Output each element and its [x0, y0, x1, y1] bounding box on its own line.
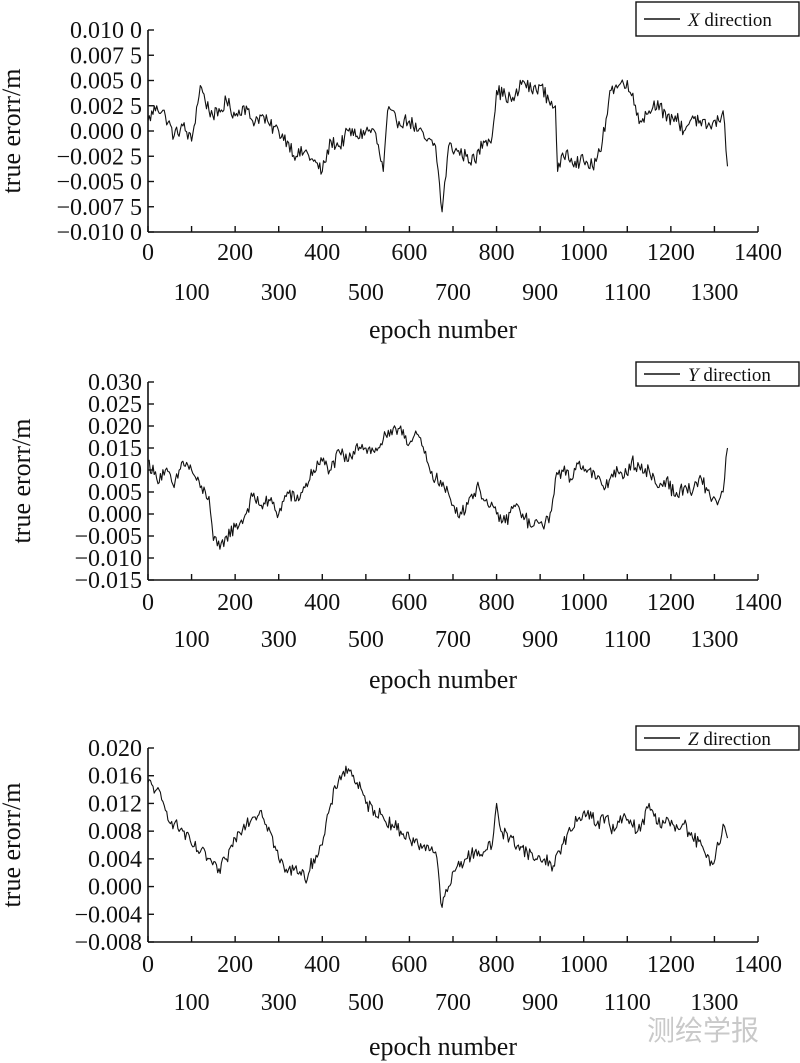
y-tick-label: 0.008	[88, 819, 142, 845]
x-tick-label: 300	[261, 280, 297, 306]
x-tick-label: 800	[479, 240, 515, 266]
x-tick-label: 700	[435, 627, 471, 653]
legend-suffix: direction	[699, 729, 772, 750]
x-tick-label: 500	[348, 990, 384, 1016]
x-tick-label: 100	[174, 280, 210, 306]
y-tick-label: 0.025	[88, 392, 142, 418]
x-tick-label: 1200	[647, 590, 695, 616]
x-tick-label: 900	[522, 280, 558, 306]
x-tick-label: 0	[142, 240, 154, 266]
y-axis-label: true erorr/m	[0, 69, 26, 194]
x-tick-label: 300	[261, 990, 297, 1016]
y-axis-label: true erorr/m	[7, 419, 36, 544]
y-tick-label: 0.000 0	[70, 119, 142, 145]
x-tick-label: 1400	[734, 590, 782, 616]
x-tick-label: 700	[435, 990, 471, 1016]
y-tick-label: 0.010	[88, 458, 142, 484]
legend-suffix: direction	[700, 10, 773, 31]
y-tick-label: 0.000	[88, 502, 142, 528]
y-tick-label: 0.004	[88, 847, 142, 873]
x-tick-label: 200	[217, 240, 253, 266]
x-tick-label: 1000	[560, 240, 608, 266]
x-tick-label: 100	[174, 990, 210, 1016]
y-tick-label: 0.005	[88, 480, 142, 506]
x-tick-label: 1100	[604, 280, 651, 306]
x-tick-label: 1400	[734, 952, 782, 978]
x-tick-label: 600	[391, 240, 427, 266]
y-tick-label: −0.015	[74, 568, 142, 594]
x-tick-label: 300	[261, 627, 297, 653]
chart-panel-1: 0.010 00.007 50.005 00.002 50.000 0−0.00…	[0, 1, 800, 344]
y-tick-label: 0.020	[88, 736, 142, 762]
x-tick-label: 400	[304, 952, 340, 978]
y-tick-label: 0.012	[88, 791, 142, 817]
x-tick-label: 1100	[604, 990, 651, 1016]
x-tick-label: 600	[391, 952, 427, 978]
y-tick-label: 0.010 0	[70, 18, 142, 44]
y-tick-label: −0.005	[74, 524, 142, 550]
x-tick-label: 900	[522, 990, 558, 1016]
x-tick-label: 1400	[734, 240, 782, 266]
y-tick-label: −0.002 5	[56, 144, 142, 170]
x-tick-label: 500	[348, 280, 384, 306]
watermark: 测绘学报	[647, 1014, 759, 1047]
x-tick-label: 1300	[690, 990, 738, 1016]
x-tick-label: 900	[522, 627, 558, 653]
legend-suffix: direction	[699, 365, 772, 386]
x-tick-label: 1000	[560, 590, 608, 616]
y-tick-label: 0.000	[88, 875, 142, 901]
y-tick-label: −0.008	[74, 930, 142, 956]
legend-label: Y direction	[688, 365, 771, 386]
x-axis-label: epoch number	[369, 315, 517, 344]
legend: X direction	[635, 1, 800, 37]
chart-panel-3: 0.0200.0160.0120.0080.0040.000−0.004−0.0…	[0, 725, 800, 1061]
y-tick-label: −0.004	[74, 902, 142, 928]
y-tick-label: −0.010	[74, 546, 142, 572]
y-tick-label: 0.030	[88, 370, 142, 396]
x-tick-label: 100	[174, 627, 210, 653]
legend: Y direction	[635, 361, 800, 387]
x-tick-label: 1200	[647, 240, 695, 266]
y-tick-label: 0.002 5	[70, 94, 142, 120]
y-tick-label: −0.005 0	[56, 170, 142, 196]
y-tick-label: −0.007 5	[56, 195, 142, 221]
y-tick-label: 0.007 5	[70, 43, 142, 69]
legend-axis-letter: Y	[688, 365, 701, 386]
legend-axis-letter: X	[687, 10, 701, 31]
x-tick-label: 1200	[647, 952, 695, 978]
x-tick-label: 700	[435, 280, 471, 306]
chart-panel-2: 0.0300.0250.0200.0150.0100.0050.000−0.00…	[7, 361, 800, 694]
x-tick-label: 1300	[690, 280, 738, 306]
x-tick-label: 200	[217, 590, 253, 616]
y-tick-label: 0.020	[88, 414, 142, 440]
x-tick-label: 600	[391, 590, 427, 616]
legend-axis-letter: Z	[688, 729, 699, 750]
x-tick-label: 500	[348, 627, 384, 653]
y-axis-label: true erorr/m	[0, 783, 26, 908]
x-axis-label: epoch number	[369, 1032, 517, 1061]
x-tick-label: 1100	[604, 627, 651, 653]
legend-label: Z direction	[688, 729, 771, 750]
y-tick-label: −0.010 0	[56, 220, 142, 246]
series-line	[147, 79, 729, 213]
y-tick-label: 0.005 0	[70, 69, 142, 95]
x-tick-label: 1300	[690, 627, 738, 653]
x-tick-label: 0	[142, 952, 154, 978]
x-tick-label: 400	[304, 590, 340, 616]
x-tick-label: 800	[479, 590, 515, 616]
series-line	[147, 765, 729, 908]
legend: Z direction	[635, 725, 800, 751]
y-tick-label: 0.015	[88, 436, 142, 462]
x-tick-label: 800	[479, 952, 515, 978]
y-tick-label: 0.016	[88, 764, 142, 790]
legend-label: X direction	[687, 10, 772, 31]
x-tick-label: 0	[142, 590, 154, 616]
x-tick-label: 1000	[560, 952, 608, 978]
x-axis-label: epoch number	[369, 665, 517, 694]
x-tick-label: 400	[304, 240, 340, 266]
x-tick-label: 200	[217, 952, 253, 978]
series-line	[147, 425, 729, 550]
